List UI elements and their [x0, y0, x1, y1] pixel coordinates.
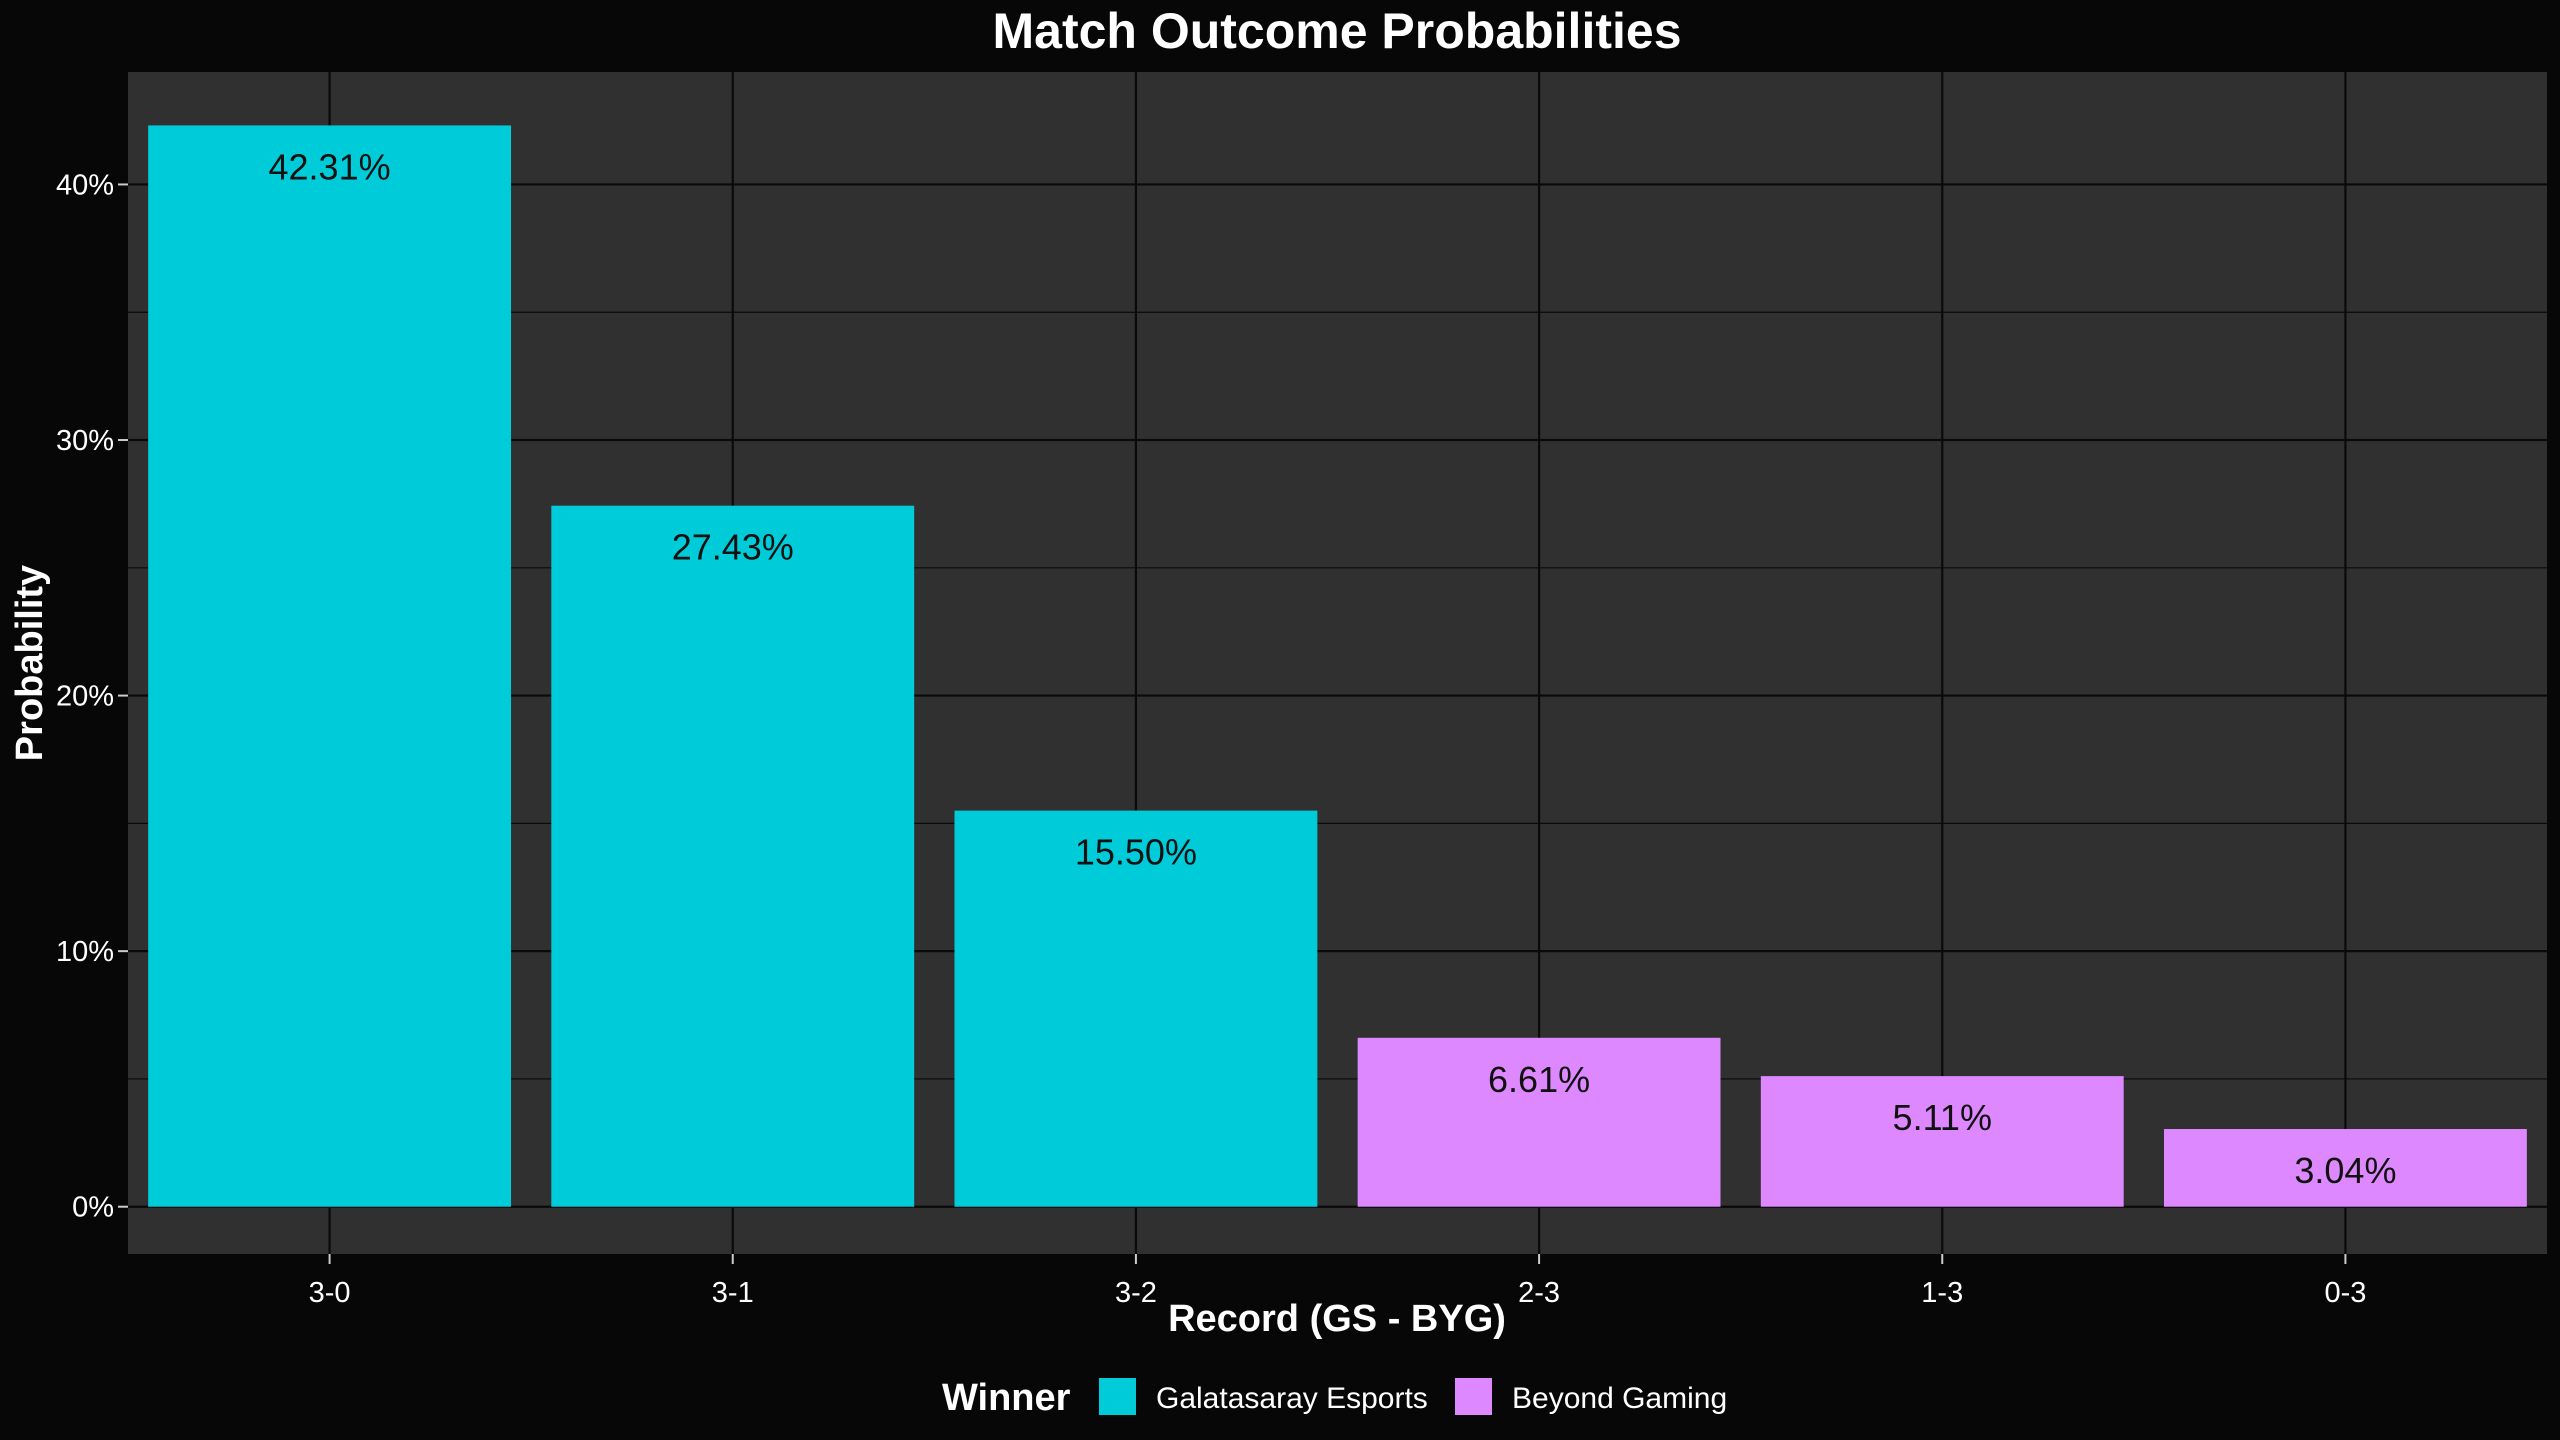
data-labels: 42.31% 27.43% 15.50% 6.61% 5.11% 3.04%	[269, 146, 2397, 1191]
legend-title: Winner	[942, 1377, 1071, 1419]
plot-panel	[128, 72, 2547, 1254]
y-axis: 0% 10% 20% 30% 40%	[56, 169, 128, 1224]
y-tick-label: 10%	[56, 936, 114, 968]
bar-2-3	[1357, 1037, 1721, 1207]
legend: Winner Galatasaray Esports Beyond Gaming	[942, 1377, 1727, 1419]
x-tick-label: 2-3	[1518, 1277, 1560, 1309]
legend-swatch-galatasaray	[1099, 1378, 1136, 1415]
x-tick-label: 1-3	[1921, 1277, 1963, 1309]
y-axis-title: Probability	[9, 565, 51, 761]
data-label-3-0: 42.31%	[269, 146, 391, 187]
bar-0-3	[2163, 1129, 2527, 1207]
x-tick-label: 3-0	[309, 1277, 351, 1309]
x-tick-label: 3-2	[1115, 1277, 1157, 1309]
x-tick-label: 3-1	[712, 1277, 754, 1309]
data-label-2-3: 6.61%	[1488, 1059, 1590, 1100]
data-label-0-3: 3.04%	[2294, 1150, 2396, 1191]
y-tick-label: 0%	[72, 1192, 114, 1224]
bar-3-0	[148, 125, 512, 1207]
legend-swatch-beyond-gaming	[1455, 1378, 1492, 1415]
x-axis-title: Record (GS - BYG)	[1168, 1298, 1506, 1340]
data-label-3-2: 15.50%	[1075, 832, 1197, 873]
x-tick-label: 0-3	[2324, 1277, 2366, 1309]
chart-title: Match Outcome Probabilities	[992, 3, 1681, 59]
bar-1-3	[1760, 1076, 2124, 1207]
data-label-3-1: 27.43%	[672, 527, 794, 568]
bar-3-2	[954, 810, 1318, 1207]
y-tick-label: 40%	[56, 169, 114, 201]
data-label-1-3: 5.11%	[1893, 1097, 1992, 1138]
bars	[148, 125, 2527, 1207]
y-tick-label: 30%	[56, 425, 114, 457]
bar-3-1	[551, 505, 915, 1207]
x-axis: 3-0 3-1 3-2 2-3 1-3 0-3	[309, 1254, 2366, 1309]
legend-label-beyond-gaming: Beyond Gaming	[1512, 1382, 1727, 1415]
y-tick-label: 20%	[56, 681, 114, 713]
legend-label-galatasaray: Galatasaray Esports	[1156, 1382, 1428, 1415]
